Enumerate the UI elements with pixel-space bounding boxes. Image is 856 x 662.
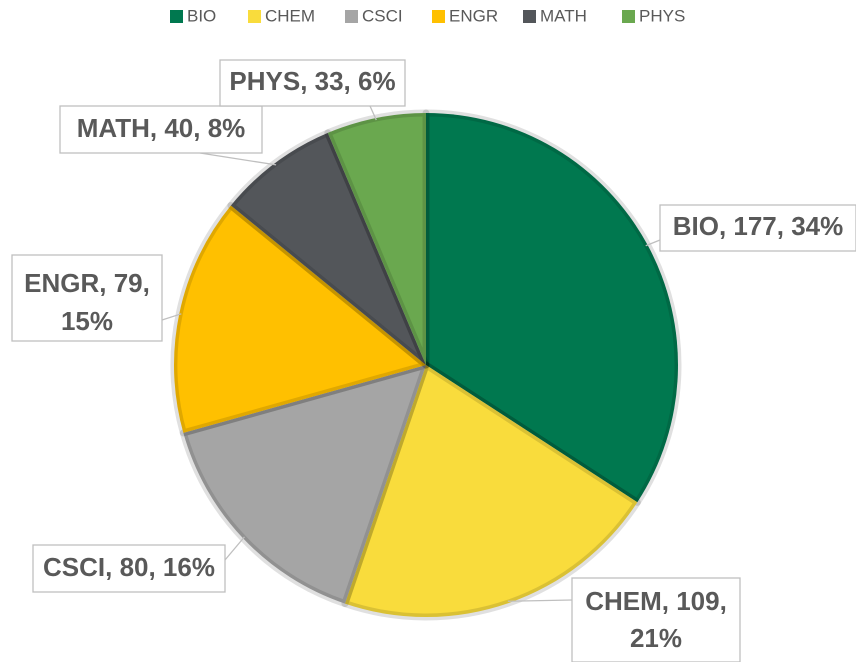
legend-swatch — [248, 10, 261, 23]
pie-slice — [227, 129, 430, 369]
legend-swatch — [345, 10, 358, 23]
data-label: BIO, 177, 34% — [673, 211, 844, 241]
data-label: 21% — [630, 623, 682, 653]
legend-label: CSCI — [362, 6, 403, 25]
label-box — [32, 544, 226, 593]
data-label: 15% — [61, 306, 113, 336]
pie-slice — [341, 361, 641, 621]
data-label: CHEM, 109, — [585, 586, 727, 616]
leader-line — [199, 152, 277, 166]
legend-label: BIO — [187, 6, 216, 25]
legend-label: PHYS — [639, 6, 685, 25]
label-box — [659, 204, 856, 252]
data-label: MATH, 40, 8% — [77, 113, 246, 143]
leader-line — [507, 599, 573, 602]
label-box — [219, 59, 406, 107]
leader-line — [161, 313, 182, 321]
data-label: ENGR, 79, — [24, 268, 150, 298]
legend-label: ENGR — [449, 6, 498, 25]
data-label: PHYS, 33, 6% — [229, 66, 395, 96]
legend-swatch — [622, 10, 635, 23]
leader-line — [224, 536, 245, 561]
legend-label: CHEM — [265, 6, 315, 25]
legend-label: MATH — [540, 6, 587, 25]
label-box — [11, 254, 163, 342]
legend-swatch — [432, 10, 445, 23]
legend-swatch — [170, 10, 183, 23]
leader-line — [645, 239, 661, 247]
label-box — [59, 105, 263, 154]
legend-swatch — [523, 10, 536, 23]
pie-slice — [170, 202, 430, 437]
leader-line — [369, 105, 377, 121]
data-label: CSCI, 80, 16% — [43, 552, 215, 582]
label-box — [571, 577, 741, 662]
